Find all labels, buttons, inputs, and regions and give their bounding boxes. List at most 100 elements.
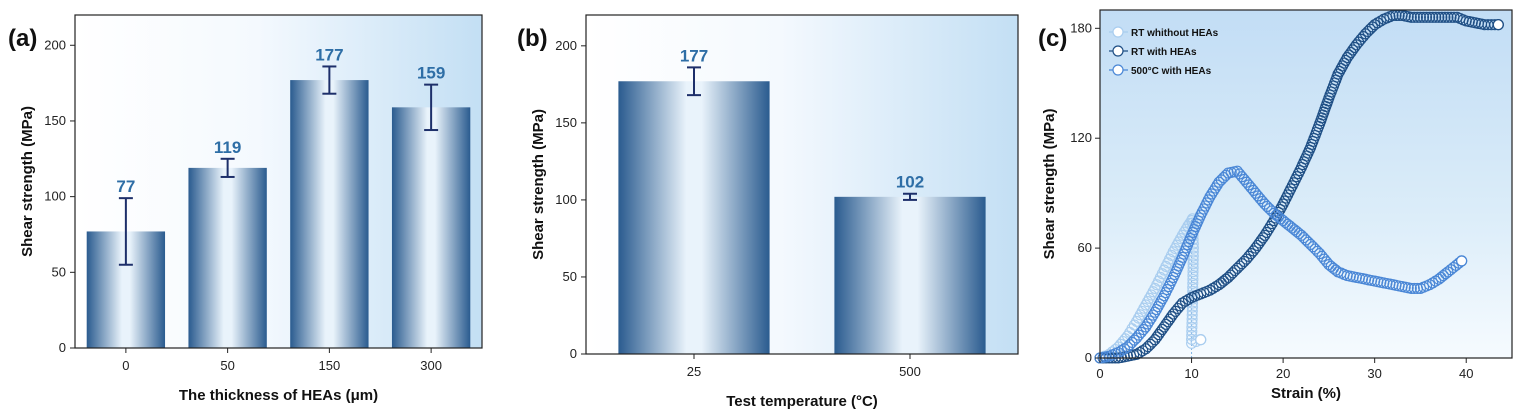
end-marker (1492, 19, 1504, 31)
data-point (1427, 277, 1439, 289)
x-tick-label: 150 (319, 358, 341, 373)
y-axis-title: Shear strength (MPa) (530, 109, 547, 260)
x-tick-label: 500 (899, 364, 921, 379)
data-point (1143, 315, 1155, 327)
data-point (1186, 309, 1198, 321)
x-tick-label: 50 (220, 358, 234, 373)
data-point (1187, 273, 1199, 286)
data-point (1155, 295, 1167, 307)
data-point (1405, 282, 1417, 294)
plot-frame (585, 14, 1019, 355)
data-point (1186, 313, 1198, 325)
x-axis-title: Strain (%) (1271, 385, 1341, 402)
bar (290, 80, 369, 348)
x-tick-label: 0 (1096, 366, 1103, 381)
y-tick-label: 120 (1070, 130, 1092, 145)
data-label: 159 (417, 64, 445, 83)
series-2 (1094, 165, 1468, 364)
y-tick-label: 180 (1070, 20, 1092, 35)
data-point (1414, 11, 1426, 23)
data-point (1427, 11, 1439, 23)
x-tick-label: 0 (122, 358, 129, 373)
end-marker (1455, 255, 1468, 267)
data-point (1405, 11, 1417, 23)
x-tick-label: 10 (1184, 366, 1198, 381)
data-point (1187, 262, 1199, 274)
y-tick-label: 150 (44, 113, 66, 128)
data-label: 119 (214, 138, 241, 157)
legend-marker (1112, 26, 1124, 38)
bar (834, 196, 986, 354)
data-point (1420, 11, 1433, 23)
data-point (1145, 312, 1157, 324)
data-point (1436, 11, 1448, 23)
legend-marker (1112, 64, 1124, 76)
y-tick-label: 100 (44, 189, 66, 204)
x-tick-label: 25 (687, 364, 701, 379)
data-point (1262, 223, 1275, 235)
legend-label: RT with HEAs (1131, 47, 1197, 58)
panel-label: (c) (1038, 25, 1067, 52)
end-marker (1195, 334, 1207, 346)
data-point (1186, 317, 1198, 329)
plot-frame (1099, 9, 1513, 359)
data-point (1115, 345, 1127, 357)
data-point (1408, 11, 1420, 23)
data-point (1187, 258, 1199, 270)
data-point (1338, 57, 1350, 69)
data-label: 102 (896, 173, 924, 192)
bar (188, 167, 267, 348)
data-point (1332, 68, 1344, 80)
legend-marker (1112, 45, 1124, 57)
data-point (1204, 284, 1216, 296)
y-tick-label: 60 (1078, 240, 1092, 255)
y-tick-label: 200 (44, 37, 66, 52)
legend-label: 500°C with HEAs (1131, 66, 1212, 77)
data-point (1261, 226, 1273, 238)
x-tick-label: 40 (1459, 366, 1473, 381)
data-label: 177 (315, 45, 343, 64)
data-point (1152, 301, 1164, 313)
data-point (1264, 220, 1276, 233)
data-point (1187, 277, 1199, 289)
data-point (1187, 266, 1199, 278)
data-label: 77 (116, 177, 135, 196)
data-point (1209, 182, 1221, 194)
data-point (1186, 325, 1198, 337)
data-point (1176, 297, 1188, 309)
data-point (1408, 282, 1420, 294)
y-axis-title: Shear strength (MPa) (19, 106, 36, 257)
x-axis-title: The thickness of HEAs (μm) (179, 387, 378, 404)
y-tick-label: 150 (555, 115, 577, 130)
data-point (1274, 204, 1286, 216)
y-tick-label: 0 (59, 340, 66, 355)
legend-label: RT whithout HEAs (1131, 28, 1219, 39)
x-tick-label: 300 (420, 358, 442, 373)
data-point (1430, 11, 1442, 23)
data-point (1439, 11, 1451, 23)
data-point (1140, 321, 1152, 333)
y-tick-label: 200 (555, 38, 577, 53)
plot-frame (74, 14, 483, 349)
data-point (1179, 295, 1192, 307)
panel-label: (a) (8, 25, 37, 52)
data-point (1187, 270, 1199, 282)
y-tick-label: 0 (1085, 350, 1092, 365)
data-label: 177 (680, 46, 708, 65)
data-point (1186, 305, 1198, 317)
y-axis-title: Shear strength (MPa) (1041, 109, 1058, 260)
data-point (1186, 321, 1198, 333)
data-point (1257, 232, 1269, 244)
x-tick-label: 30 (1367, 366, 1381, 381)
y-tick-label: 100 (555, 192, 577, 207)
data-point (1207, 185, 1220, 197)
data-point (1259, 229, 1271, 241)
x-axis-title: Test temperature (°C) (726, 393, 878, 410)
data-point (1411, 11, 1423, 23)
y-tick-label: 50 (563, 269, 577, 284)
data-point (1424, 11, 1436, 23)
y-tick-label: 0 (570, 346, 577, 361)
data-point (1417, 11, 1430, 23)
bar (391, 107, 471, 348)
